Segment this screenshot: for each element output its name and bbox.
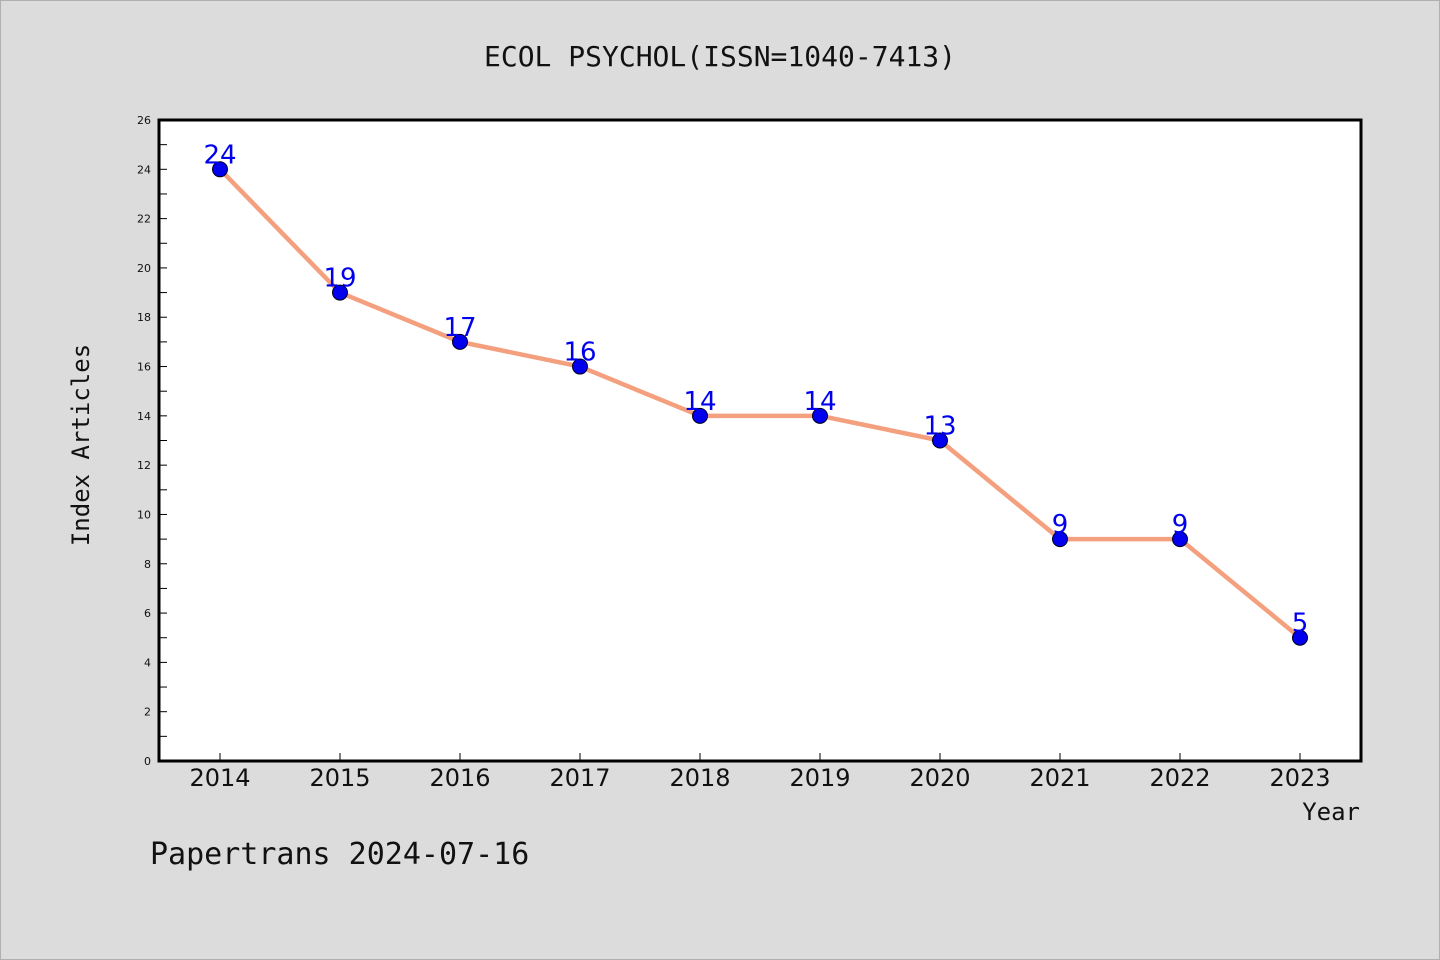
data-label: 17 (443, 313, 476, 343)
y-tick-label: 2 (144, 706, 151, 719)
x-tick-label: 2015 (309, 764, 370, 792)
data-point (332, 284, 348, 301)
data-point (572, 358, 588, 375)
data-point (812, 407, 828, 424)
y-axis-label: Index Articles (67, 344, 95, 546)
y-tick-label: 24 (137, 163, 151, 176)
x-tick-label: 2018 (669, 764, 730, 792)
y-tick-label: 26 (137, 114, 151, 127)
data-point (692, 407, 708, 424)
data-label: 16 (563, 338, 596, 368)
y-tick-label: 0 (144, 755, 151, 768)
plot-area (157, 118, 1363, 763)
data-label: 9 (1052, 510, 1069, 540)
data-label: 9 (1172, 510, 1189, 540)
x-tick-label: 2017 (549, 764, 610, 792)
data-label: 24 (203, 140, 236, 170)
chart-title: ECOL PSYCHOL(ISSN=1040-7413) (484, 40, 956, 73)
series-line (217, 167, 1303, 640)
data-label: 13 (923, 412, 956, 442)
series-line-group (217, 167, 1303, 640)
y-tick-label: 6 (144, 607, 151, 620)
data-point (1292, 629, 1308, 646)
y-tick-label: 16 (137, 361, 151, 374)
x-tick-label: 2014 (189, 764, 250, 792)
x-tick-label: 2020 (909, 764, 970, 792)
x-axis: 2014 2015 2016 2017 2018 2019 2020 2021 2022 2023 (189, 753, 1331, 792)
data-point (1172, 531, 1188, 548)
y-tick-label: 14 (137, 410, 151, 423)
data-point (932, 432, 948, 449)
data-point (212, 161, 228, 178)
data-point (1052, 531, 1068, 548)
data-labels: 24 19 17 16 14 14 13 9 9 5 (203, 140, 1308, 638)
x-tick-label: 2019 (789, 764, 850, 792)
y-tick-label: 18 (137, 311, 151, 324)
data-label: 19 (323, 264, 356, 294)
data-label: 14 (803, 387, 836, 417)
y-tick-label: 20 (137, 262, 151, 275)
y-tick-label: 8 (144, 558, 151, 571)
footer-credit: Papertrans 2024-07-16 (150, 837, 529, 872)
series-markers (212, 161, 1308, 646)
y-tick-label: 10 (137, 508, 151, 521)
x-tick-label: 2016 (429, 764, 490, 792)
x-axis-label: Year (1302, 798, 1360, 826)
data-label: 14 (683, 387, 716, 417)
y-tick-label: 22 (137, 213, 151, 226)
x-tick-label: 2021 (1029, 764, 1090, 792)
x-tick-label: 2023 (1269, 764, 1330, 792)
data-point (452, 333, 468, 350)
x-tick-label: 2022 (1149, 764, 1210, 792)
y-tick-label: 12 (137, 459, 151, 472)
data-label: 5 (1292, 609, 1309, 639)
y-tick-label: 4 (144, 656, 151, 669)
